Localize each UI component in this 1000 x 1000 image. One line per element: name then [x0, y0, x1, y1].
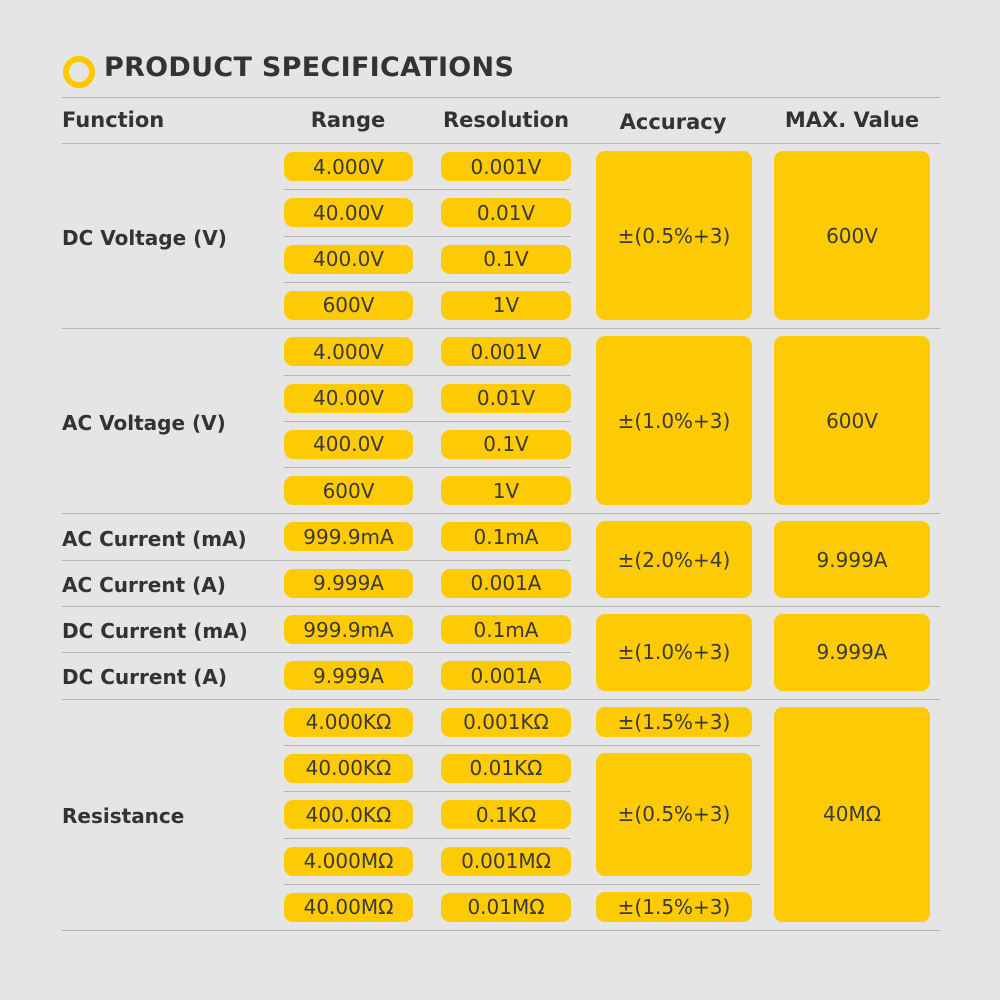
row-rule: [284, 837, 571, 839]
accuracy-cell: ±(1.5%+3): [596, 891, 752, 923]
function-label: AC Current (A): [62, 572, 226, 597]
resolution-cell: 0.001MΩ: [441, 846, 571, 876]
group-rule: [62, 606, 940, 607]
max-cell: 600V: [774, 151, 930, 321]
row-rule: [62, 559, 571, 561]
title: PRODUCT SPECIFICATIONS: [104, 52, 515, 83]
range-cell: 40.00V: [284, 198, 413, 228]
range-cell: 4.000MΩ: [284, 846, 413, 876]
range-cell: 400.0V: [284, 429, 413, 459]
range-cell: 400.0KΩ: [284, 800, 413, 830]
function-label: DC Current (mA): [62, 619, 248, 644]
group-rule: [62, 698, 940, 700]
resolution-cell: 0.1mA: [441, 615, 571, 644]
accuracy-cell: ±(0.5%+3): [596, 151, 752, 321]
resolution-cell: 0.001KΩ: [441, 707, 571, 737]
column-header: MAX. Value: [784, 108, 920, 132]
max-cell: 40MΩ: [774, 706, 930, 923]
group-rule: [62, 513, 940, 515]
range-cell: 40.00MΩ: [284, 892, 413, 922]
row-rule: [284, 189, 571, 191]
resolution-cell: 0.01MΩ: [441, 892, 571, 922]
range-cell: 999.9mA: [284, 615, 413, 644]
resolution-cell: 0.001A: [441, 661, 571, 691]
range-cell: 4.000V: [284, 337, 413, 367]
group-rule: [62, 328, 940, 330]
resolution-cell: 0.001V: [441, 152, 571, 181]
resolution-cell: 0.01V: [441, 383, 571, 413]
accuracy-cell: ±(1.5%+3): [596, 706, 752, 737]
accuracy-cell: ±(1.0%+3): [596, 614, 752, 691]
rule: [62, 97, 940, 98]
accuracy-cell: ±(2.0%+4): [596, 521, 752, 598]
accuracy-cell: ±(0.5%+3): [596, 752, 752, 876]
resolution-cell: 0.01V: [441, 198, 571, 228]
resolution-cell: 0.001V: [441, 337, 571, 367]
max-cell: 9.999A: [774, 614, 930, 691]
max-cell: 9.999A: [774, 521, 930, 598]
function-label: DC Voltage (V): [62, 225, 227, 250]
column-header: Function: [62, 108, 165, 132]
range-cell: 999.9mA: [284, 522, 413, 552]
resolution-cell: 0.1V: [441, 244, 571, 274]
range-cell: 40.00KΩ: [284, 753, 413, 783]
range-cell: 600V: [284, 476, 413, 506]
row-rule: [284, 883, 760, 885]
row-rule: [284, 420, 571, 422]
resolution-cell: 0.1KΩ: [441, 800, 571, 830]
row-rule: [284, 374, 571, 376]
accuracy-cell: ±(1.0%+3): [596, 336, 752, 506]
function-label: AC Current (mA): [62, 526, 247, 551]
group-rule: [62, 930, 940, 932]
range-cell: 400.0V: [284, 244, 413, 274]
range-cell: 9.999A: [284, 661, 413, 691]
row-rule: [284, 791, 571, 793]
function-label: Resistance: [62, 804, 185, 829]
column-header: Range: [310, 108, 386, 132]
row-rule: [284, 467, 571, 469]
function-label: AC Voltage (V): [62, 410, 226, 435]
function-label: DC Current (A): [62, 665, 227, 690]
row-rule: [284, 744, 760, 746]
rule: [62, 143, 940, 144]
resolution-cell: 0.001A: [441, 568, 571, 598]
max-cell: 600V: [774, 336, 930, 506]
resolution-cell: 1V: [441, 476, 571, 506]
resolution-cell: 0.01KΩ: [441, 753, 571, 783]
range-cell: 600V: [284, 290, 413, 320]
row-rule: [62, 652, 571, 654]
resolution-cell: 0.1V: [441, 429, 571, 459]
resolution-cell: 0.1mA: [441, 522, 571, 552]
range-cell: 9.999A: [284, 568, 413, 598]
column-header: Resolution: [442, 108, 570, 132]
row-rule: [284, 235, 571, 237]
resolution-cell: 1V: [441, 290, 571, 320]
range-cell: 40.00V: [284, 383, 413, 413]
range-cell: 4.000V: [284, 152, 413, 181]
range-cell: 4.000KΩ: [284, 707, 413, 737]
row-rule: [284, 281, 571, 283]
title-icon: [63, 56, 95, 88]
column-header: Accuracy: [619, 110, 727, 134]
